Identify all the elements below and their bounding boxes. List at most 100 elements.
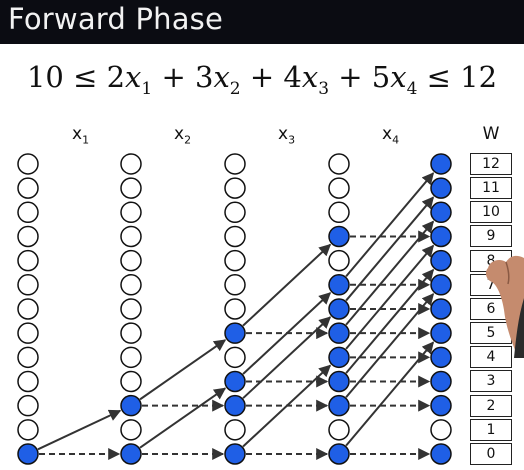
unreachable-state-node [17,322,39,344]
reachable-state-node [224,370,246,393]
unreachable-state-node [17,370,39,393]
leq-sign: ≤ [73,60,107,94]
unreachable-state-node [17,394,39,417]
w-value-cell: 1 [470,418,512,441]
plus-sign: + [249,60,284,94]
unreachable-state-node [120,153,142,175]
unreachable-state-node [120,298,142,320]
term-4-sub: 4 [406,78,418,99]
reachable-state-node [328,274,350,296]
unreachable-state-node [328,419,350,441]
reachable-state-node [328,322,350,344]
column-label-var: x [72,124,83,144]
term-2-var: x [213,60,230,94]
unreachable-state-node [224,153,246,175]
unreachable-state-node [120,249,142,272]
nodes [17,153,452,465]
unreachable-state-node [328,177,350,199]
reachable-state-node [430,443,452,465]
title-bar: Forward Phase [0,0,524,44]
reachable-state-node [328,298,350,320]
unreachable-state-node [120,370,142,393]
reachable-state-node [224,322,246,344]
column-label-var: x [174,124,185,144]
unreachable-state-node [328,153,350,175]
unreachable-state-node [224,346,246,369]
column-label-sub: 4 [392,133,400,147]
column-label-sub: 2 [184,133,192,147]
reachable-state-node [430,394,452,417]
reachable-state-node [17,443,39,465]
slide-title: Forward Phase [8,2,224,36]
w-value-cell: 12 [470,152,512,175]
reachable-state-node [328,370,350,393]
w-value-cell: 11 [470,177,512,200]
take-edge [139,387,227,449]
w-value-cell: 3 [470,370,512,393]
unreachable-state-node [17,274,39,296]
term-2-coef: 3 [194,60,214,94]
constraint-upper: 12 [460,60,498,94]
unreachable-state-node [120,419,142,441]
reachable-state-node [430,298,452,320]
term-1-sub: 1 [141,78,153,99]
reachable-state-node [120,443,142,465]
unreachable-state-node [224,201,246,224]
unreachable-state-node [224,249,246,272]
unreachable-state-node [120,322,142,344]
reachable-state-node [430,346,452,369]
take-edge [242,243,332,327]
column-label-sub: 1 [82,133,90,147]
column-label-sub: 3 [288,133,296,147]
reachable-state-node [430,201,452,224]
term-4-var: x [390,60,407,94]
term-3-sub: 3 [318,78,330,99]
take-edge [139,339,227,401]
take-edge [345,244,435,350]
reachable-state-node [224,443,246,465]
w-value-cell: 4 [470,346,512,369]
reachable-state-node [328,443,350,465]
unreachable-state-node [17,177,39,199]
column-label-x4: x4 [382,124,399,146]
unreachable-state-node [120,274,142,296]
term-2-sub: 2 [229,78,241,99]
unreachable-state-node [17,298,39,320]
unreachable-state-node [224,419,246,441]
w-column-header: W [482,124,500,144]
column-label-var: x [278,124,289,144]
reachable-state-node [328,346,350,369]
unreachable-state-node [224,225,246,248]
take-edge [345,172,435,278]
unreachable-state-node [17,346,39,369]
reachable-state-node [430,322,452,344]
term-4-coef: 5 [371,60,391,94]
column-label-x1: x1 [72,124,89,146]
leq-sign: ≤ [426,60,461,94]
constraint-equation: 10 ≤ 2x1 + 3x2 + 4x3 + 5x4 ≤ 12 [0,60,524,99]
plus-sign: + [338,60,372,94]
term-3-var: x [301,60,319,94]
reachable-state-node [120,394,142,417]
constraint-lower: 10 [26,60,64,94]
unreachable-state-node [224,274,246,296]
unreachable-state-node [120,201,142,224]
unreachable-state-node [120,346,142,369]
unreachable-state-node [120,225,142,248]
reachable-state-node [430,370,452,393]
unreachable-state-node [17,153,39,175]
unreachable-state-node [17,249,39,272]
unreachable-state-node [224,298,246,320]
term-1-var: x [125,60,142,94]
take-edge [37,409,122,451]
unreachable-state-node [328,249,350,272]
unreachable-state-node [17,419,39,441]
presenter-hand-icon [485,255,524,358]
term-3-coef: 4 [283,60,302,94]
reachable-state-node [328,225,350,248]
reachable-state-node [430,177,452,199]
edges [37,172,435,460]
column-label-var: x [382,124,393,144]
unreachable-state-node [120,177,142,199]
